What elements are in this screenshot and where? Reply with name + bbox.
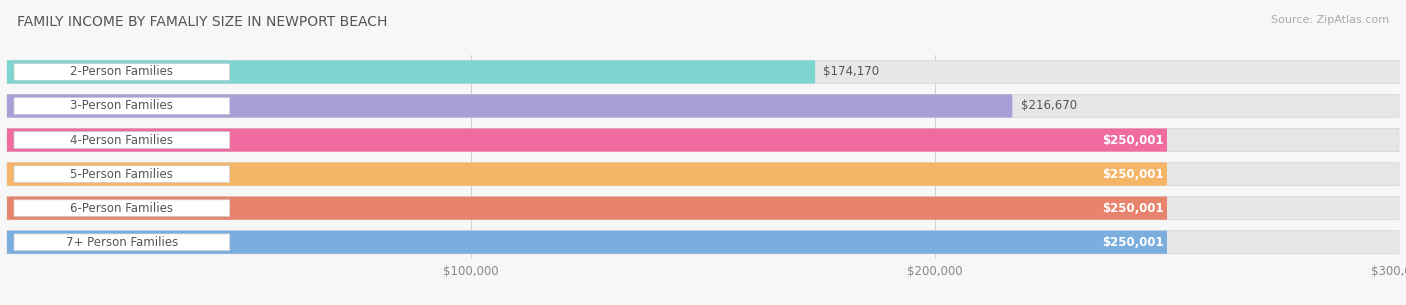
FancyBboxPatch shape xyxy=(14,234,229,251)
FancyBboxPatch shape xyxy=(7,128,1399,152)
Text: $250,001: $250,001 xyxy=(1102,236,1164,249)
FancyBboxPatch shape xyxy=(7,128,1167,152)
Text: $250,001: $250,001 xyxy=(1102,168,1164,181)
FancyBboxPatch shape xyxy=(14,132,229,149)
Text: 2-Person Families: 2-Person Families xyxy=(70,66,173,78)
FancyBboxPatch shape xyxy=(14,200,229,217)
FancyBboxPatch shape xyxy=(7,231,1167,254)
Text: $250,001: $250,001 xyxy=(1102,202,1164,215)
Text: 4-Person Families: 4-Person Families xyxy=(70,134,173,146)
FancyBboxPatch shape xyxy=(7,60,1399,84)
FancyBboxPatch shape xyxy=(7,163,1167,186)
FancyBboxPatch shape xyxy=(14,98,229,114)
FancyBboxPatch shape xyxy=(14,63,229,80)
FancyBboxPatch shape xyxy=(14,166,229,182)
Text: $216,670: $216,670 xyxy=(1021,99,1077,113)
Text: 6-Person Families: 6-Person Families xyxy=(70,202,173,215)
Text: $250,001: $250,001 xyxy=(1102,134,1164,146)
FancyBboxPatch shape xyxy=(7,95,1399,117)
FancyBboxPatch shape xyxy=(7,95,1012,117)
Text: 7+ Person Families: 7+ Person Families xyxy=(66,236,179,249)
Text: FAMILY INCOME BY FAMALIY SIZE IN NEWPORT BEACH: FAMILY INCOME BY FAMALIY SIZE IN NEWPORT… xyxy=(17,15,387,29)
Text: 5-Person Families: 5-Person Families xyxy=(70,168,173,181)
FancyBboxPatch shape xyxy=(7,60,815,84)
FancyBboxPatch shape xyxy=(7,197,1167,220)
Text: Source: ZipAtlas.com: Source: ZipAtlas.com xyxy=(1271,15,1389,25)
Text: 3-Person Families: 3-Person Families xyxy=(70,99,173,113)
FancyBboxPatch shape xyxy=(7,197,1399,220)
FancyBboxPatch shape xyxy=(7,163,1399,186)
Text: $174,170: $174,170 xyxy=(824,66,880,78)
FancyBboxPatch shape xyxy=(7,231,1399,254)
